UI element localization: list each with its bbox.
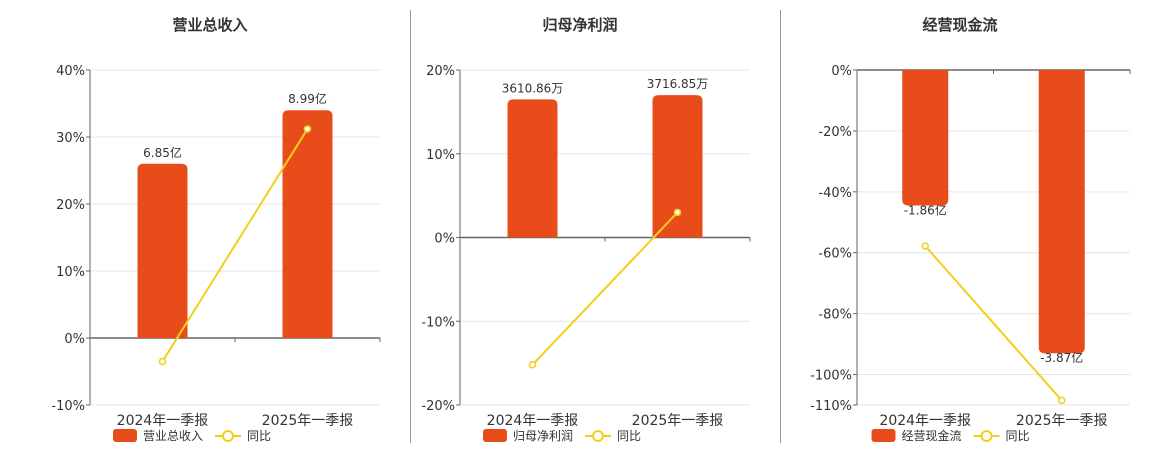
y-tick-label: 0% xyxy=(434,232,455,247)
bar-value-label: 3716.85万 xyxy=(647,77,709,91)
x-tick-label: 2025年一季报 xyxy=(262,413,354,429)
y-tick-label: -100% xyxy=(810,369,852,384)
y-tick-label: -40% xyxy=(818,186,852,201)
y-tick-label: 10% xyxy=(426,148,455,163)
legend-line-label: 同比 xyxy=(1006,429,1030,443)
bar-1 xyxy=(282,110,333,338)
yoy-line xyxy=(531,211,679,366)
legend-bar-swatch xyxy=(871,429,896,442)
chart-title-revenue: 营业总收入 xyxy=(172,16,248,34)
legend-line-label: 同比 xyxy=(247,429,271,443)
legend-bar-label: 经营现金流 xyxy=(902,428,962,443)
chart-panel-2: 0% -20% -40% -60% -80% -100% -110% -1.86亿 2024年一… xyxy=(810,64,1131,443)
legend-bar-label: 营业总收入 xyxy=(143,429,203,443)
yoy-point-1 xyxy=(1058,396,1066,405)
y-tick-label: -110% xyxy=(810,399,852,414)
legend-line-marker xyxy=(980,430,993,442)
y-tick-label: -60% xyxy=(818,247,852,262)
panel-divider-1 xyxy=(410,10,411,443)
yoy-point-0 xyxy=(921,242,929,250)
yoy-line xyxy=(924,245,1063,402)
chart-panel-0: 40% 30% 20% 10% 0% -10% 6.85亿 2024年一季报 8.99亿 2025… xyxy=(51,64,381,443)
y-tick-label: 0% xyxy=(831,64,852,79)
yoy-point-1 xyxy=(673,208,682,217)
bar-value-label: -1.86亿 xyxy=(904,203,947,218)
yoy-point-1 xyxy=(303,125,312,133)
bar-value-label: 6.85亿 xyxy=(143,145,182,160)
chart-title-cashflow: 经营现金流 xyxy=(922,16,998,34)
legend-line-marker xyxy=(222,430,234,442)
bar-value-label: 8.99亿 xyxy=(288,91,327,106)
y-tick-label: -20% xyxy=(818,125,852,140)
x-tick-label: 2025年一季报 xyxy=(632,413,724,429)
y-tick-label: 0% xyxy=(64,332,85,347)
legend-line-label: 同比 xyxy=(617,429,641,443)
bar-0 xyxy=(902,70,949,206)
y-tick-label: 40% xyxy=(56,64,85,79)
bar-1 xyxy=(1038,70,1085,354)
y-tick-label: -10% xyxy=(51,399,85,414)
legend: 经营现金流 同比 xyxy=(871,428,1030,443)
bar-0 xyxy=(507,99,558,238)
yoy-point-0 xyxy=(528,361,537,369)
y-tick-label: -10% xyxy=(421,315,455,330)
x-tick-label: 2024年一季报 xyxy=(117,413,209,429)
y-tick-label: 20% xyxy=(426,64,455,79)
yoy-line xyxy=(161,128,309,362)
legend-bar-swatch xyxy=(113,429,137,442)
panel-divider-2 xyxy=(780,10,781,443)
legend: 营业总收入 同比 xyxy=(113,429,271,443)
x-tick-label: 2024年一季报 xyxy=(879,413,971,429)
y-tick-label: -20% xyxy=(421,399,455,414)
y-tick-label: 30% xyxy=(56,131,85,146)
y-tick-label: 10% xyxy=(56,265,85,280)
yoy-point-0 xyxy=(158,357,167,366)
bar-1 xyxy=(652,95,703,238)
chart-title-net-profit: 归母净利润 xyxy=(542,16,618,34)
legend-bar-swatch xyxy=(483,429,507,442)
bar-value-label: 3610.86万 xyxy=(502,81,564,95)
y-tick-label: 20% xyxy=(56,198,85,213)
bar-value-label: -3.87亿 xyxy=(1040,350,1083,365)
x-tick-label: 2024年一季报 xyxy=(487,413,579,429)
legend-bar-label: 归母净利润 xyxy=(513,429,573,443)
legend: 归母净利润 同比 xyxy=(483,429,641,443)
y-tick-label: -80% xyxy=(818,308,852,323)
x-tick-label: 2025年一季报 xyxy=(1016,413,1108,429)
chart-panel-1: 20% 10% 0% -10% -20% 3610.86万 2024年一季报 3716.85万… xyxy=(421,64,751,443)
legend-line-marker xyxy=(592,430,604,442)
bar-0 xyxy=(137,163,188,338)
